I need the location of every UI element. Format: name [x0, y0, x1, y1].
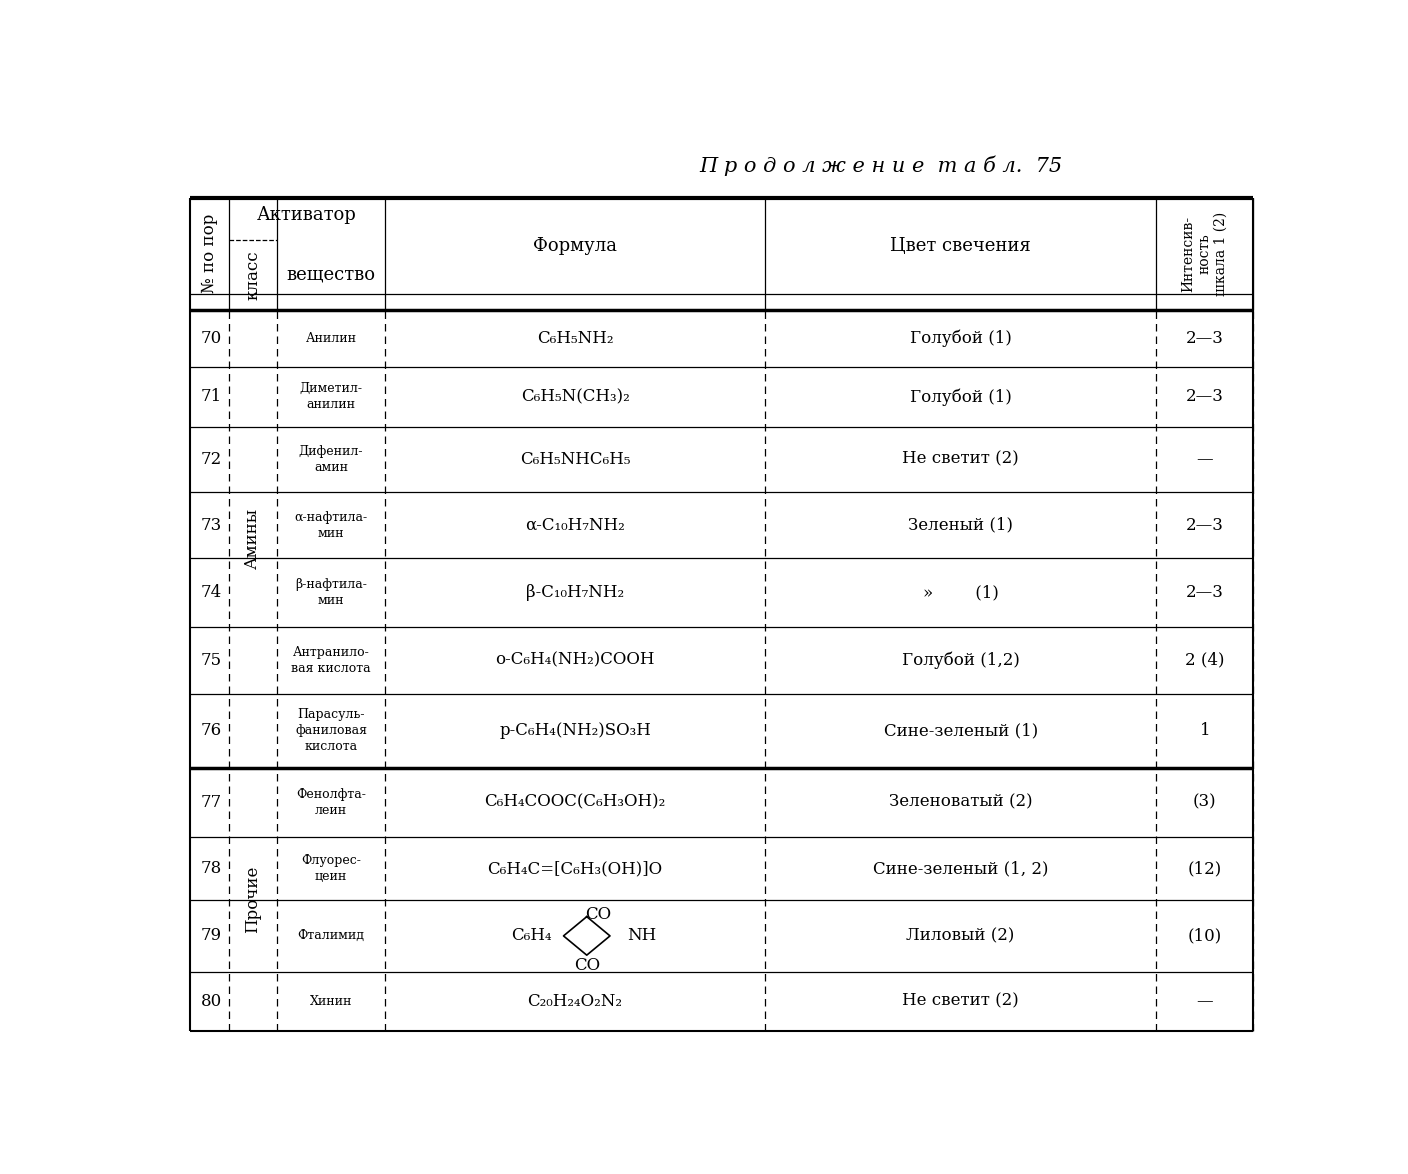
- Text: β-C₁₀H₇NH₂: β-C₁₀H₇NH₂: [527, 583, 624, 601]
- Text: Антранило-
вая кислота: Антранило- вая кислота: [291, 646, 370, 675]
- Text: C₆H₄COOC(C₆H₃OH)₂: C₆H₄COOC(C₆H₃OH)₂: [484, 794, 666, 811]
- Text: C₆H₅NH₂: C₆H₅NH₂: [536, 330, 614, 346]
- Text: —: —: [1197, 451, 1214, 467]
- Text: Цвет свечения: Цвет свечения: [890, 237, 1031, 255]
- Text: Голубой (1): Голубой (1): [910, 330, 1011, 348]
- Text: Не светит (2): Не светит (2): [903, 993, 1019, 1010]
- Text: α-нафтила-
мин: α-нафтила- мин: [294, 511, 367, 540]
- Text: —: —: [1197, 993, 1214, 1010]
- Text: Парасуль-
фаниловая
кислота: Парасуль- фаниловая кислота: [296, 708, 367, 754]
- Text: Сине-зеленый (1): Сине-зеленый (1): [884, 722, 1038, 740]
- Text: α-C₁₀H₇NH₂: α-C₁₀H₇NH₂: [525, 517, 625, 534]
- Text: 2—3: 2—3: [1186, 517, 1224, 534]
- Text: Дифенил-
амин: Дифенил- амин: [298, 445, 363, 474]
- Text: вещество: вещество: [286, 265, 376, 284]
- Text: Голубой (1): Голубой (1): [910, 389, 1011, 406]
- Text: Не светит (2): Не светит (2): [903, 451, 1019, 467]
- Text: 71: 71: [201, 389, 222, 405]
- Text: CO: CO: [573, 957, 600, 973]
- Text: Флуорес-
цеин: Флуорес- цеин: [301, 853, 360, 883]
- Text: класс: класс: [244, 250, 262, 299]
- Text: № по пор: № по пор: [201, 214, 218, 294]
- Text: 75: 75: [201, 652, 222, 669]
- Text: Прочие: Прочие: [244, 865, 262, 933]
- Text: Интенсив-
ность
шкала 1 (2): Интенсив- ность шкала 1 (2): [1181, 211, 1228, 296]
- Text: C₆H₅N(CH₃)₂: C₆H₅N(CH₃)₂: [521, 389, 629, 405]
- Text: 1: 1: [1200, 722, 1209, 740]
- Text: 73: 73: [201, 517, 222, 534]
- Text: β-нафтила-
мин: β-нафтила- мин: [296, 578, 367, 607]
- Text: Зеленоватый (2): Зеленоватый (2): [888, 794, 1032, 811]
- Text: П р о д о л ж е н и е  т а б л.  75: П р о д о л ж е н и е т а б л. 75: [700, 155, 1063, 176]
- Text: NH: NH: [627, 927, 656, 944]
- Text: C₆H₄: C₆H₄: [511, 927, 552, 944]
- Text: 2 (4): 2 (4): [1186, 652, 1225, 669]
- Text: Анилин: Анилин: [306, 332, 356, 345]
- Text: 2—3: 2—3: [1186, 583, 1224, 601]
- Text: (10): (10): [1188, 927, 1222, 944]
- Text: 77: 77: [201, 794, 222, 811]
- Text: C₂₀H₂₄O₂N₂: C₂₀H₂₄O₂N₂: [528, 993, 622, 1010]
- Text: Хинин: Хинин: [310, 994, 352, 1007]
- Text: »        (1): » (1): [922, 583, 998, 601]
- Text: C₆H₄C=[C₆H₃(OH)]O: C₆H₄C=[C₆H₃(OH)]O: [487, 861, 663, 877]
- Text: C₆H₅NHC₆H₅: C₆H₅NHC₆H₅: [520, 451, 631, 467]
- Text: 78: 78: [201, 861, 222, 877]
- Text: Фенолфта-
леин: Фенолфта- леин: [296, 788, 366, 817]
- Text: Голубой (1,2): Голубой (1,2): [901, 652, 1019, 669]
- Text: 79: 79: [201, 927, 222, 944]
- Text: Активатор: Активатор: [258, 207, 356, 224]
- Text: CO: CO: [586, 906, 611, 923]
- Text: (3): (3): [1193, 794, 1217, 811]
- Text: Лиловый (2): Лиловый (2): [907, 927, 1015, 944]
- Text: o-C₆H₄(NH₂)COOH: o-C₆H₄(NH₂)COOH: [496, 652, 655, 669]
- Text: Фталимид: Фталимид: [297, 930, 365, 943]
- Text: 80: 80: [201, 993, 222, 1010]
- Text: 76: 76: [201, 722, 222, 740]
- Text: Формула: Формула: [534, 237, 617, 255]
- Text: Зеленый (1): Зеленый (1): [908, 517, 1014, 534]
- Text: Сине-зеленый (1, 2): Сине-зеленый (1, 2): [873, 861, 1049, 877]
- Text: 74: 74: [201, 583, 222, 601]
- Text: p-C₆H₄(NH₂)SO₃H: p-C₆H₄(NH₂)SO₃H: [500, 722, 650, 740]
- Text: Амины: Амины: [244, 508, 262, 569]
- Text: (12): (12): [1188, 861, 1222, 877]
- Text: 70: 70: [201, 330, 222, 346]
- Text: 2—3: 2—3: [1186, 389, 1224, 405]
- Text: Диметил-
анилин: Диметил- анилин: [300, 383, 362, 411]
- Text: 2—3: 2—3: [1186, 330, 1224, 346]
- Text: 72: 72: [201, 451, 222, 467]
